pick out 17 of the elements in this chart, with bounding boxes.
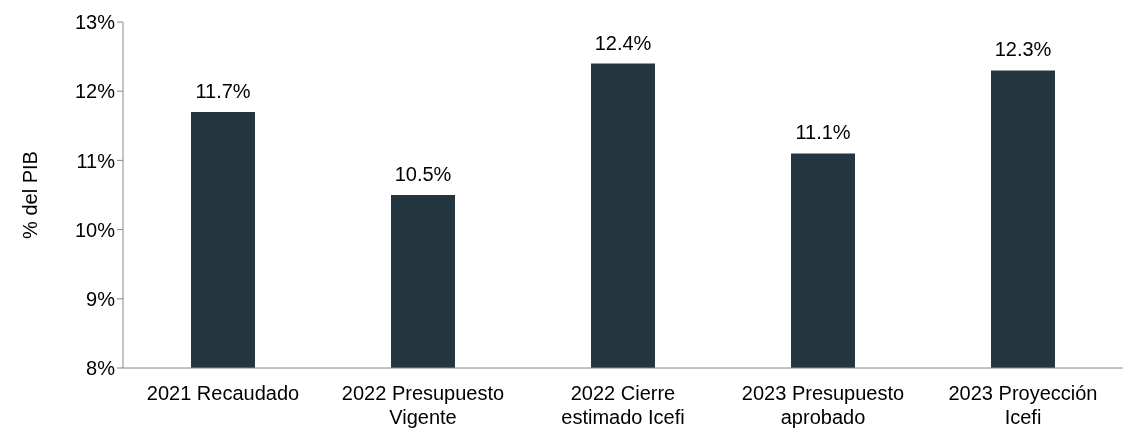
y-tick-label: 13% <box>74 11 116 34</box>
x-tick-label: 2023 Presupuesto aprobado <box>741 382 905 428</box>
y-axis-title: % del PIB <box>19 151 42 239</box>
x-tick-label: 2021 Recaudado <box>146 382 300 404</box>
data-label: 12.4% <box>594 31 652 54</box>
x-tick-label: 2022 Cierre estimado Icefi <box>561 382 685 428</box>
data-label: 11.1% <box>795 121 851 144</box>
data-label: 12.3% <box>994 38 1052 61</box>
y-tick-label: 9% <box>86 287 116 310</box>
y-tick-label: 11% <box>76 149 116 172</box>
data-label: 10.5% <box>394 163 452 185</box>
y-tick-label: 8% <box>86 357 116 380</box>
y-tick-label: 12% <box>74 80 116 103</box>
y-tick-label: 10% <box>74 218 116 241</box>
data-label: 11.7% <box>195 79 251 102</box>
x-tick-label: 2022 Presupuesto Vigente <box>341 382 505 428</box>
x-tick-label: 2023 Proyección Icefi <box>948 382 1098 428</box>
